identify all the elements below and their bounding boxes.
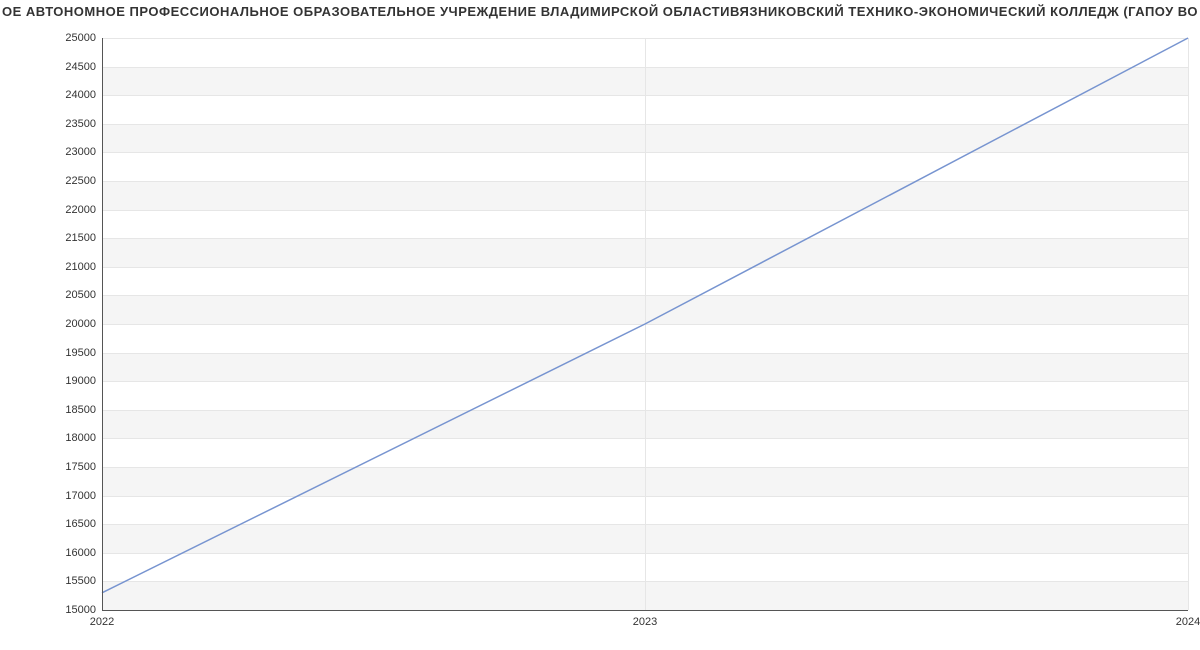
y-tick-label: 17500 xyxy=(65,461,96,473)
data-line xyxy=(102,38,1188,593)
y-tick-label: 16000 xyxy=(65,547,96,559)
y-tick-label: 24500 xyxy=(65,61,96,73)
x-tick-label: 2024 xyxy=(1176,616,1200,628)
y-tick-label: 20000 xyxy=(65,318,96,330)
y-tick-label: 15000 xyxy=(65,604,96,616)
y-tick-label: 24000 xyxy=(65,89,96,101)
y-tick-label: 22000 xyxy=(65,204,96,216)
y-tick-label: 22500 xyxy=(65,175,96,187)
y-tick-label: 15500 xyxy=(65,575,96,587)
chart-title: ОЕ АВТОНОМНОЕ ПРОФЕССИОНАЛЬНОЕ ОБРАЗОВАТ… xyxy=(0,4,1200,19)
x-axis xyxy=(102,610,1188,611)
y-tick-label: 18500 xyxy=(65,404,96,416)
y-axis xyxy=(102,38,103,610)
y-tick-label: 23500 xyxy=(65,118,96,130)
x-tick-label: 2022 xyxy=(90,616,114,628)
y-tick-label: 20500 xyxy=(65,289,96,301)
gridline-vertical xyxy=(1188,38,1189,610)
x-tick-label: 2023 xyxy=(633,616,657,628)
y-tick-label: 23000 xyxy=(65,146,96,158)
plot-area: 1500015500160001650017000175001800018500… xyxy=(102,38,1188,610)
y-tick-label: 25000 xyxy=(65,32,96,44)
y-tick-label: 21000 xyxy=(65,261,96,273)
y-tick-label: 21500 xyxy=(65,232,96,244)
y-tick-label: 17000 xyxy=(65,490,96,502)
chart-container: ОЕ АВТОНОМНОЕ ПРОФЕССИОНАЛЬНОЕ ОБРАЗОВАТ… xyxy=(0,0,1200,650)
y-tick-label: 18000 xyxy=(65,432,96,444)
line-series xyxy=(102,38,1188,610)
y-tick-label: 19500 xyxy=(65,347,96,359)
y-tick-label: 16500 xyxy=(65,518,96,530)
y-tick-label: 19000 xyxy=(65,375,96,387)
